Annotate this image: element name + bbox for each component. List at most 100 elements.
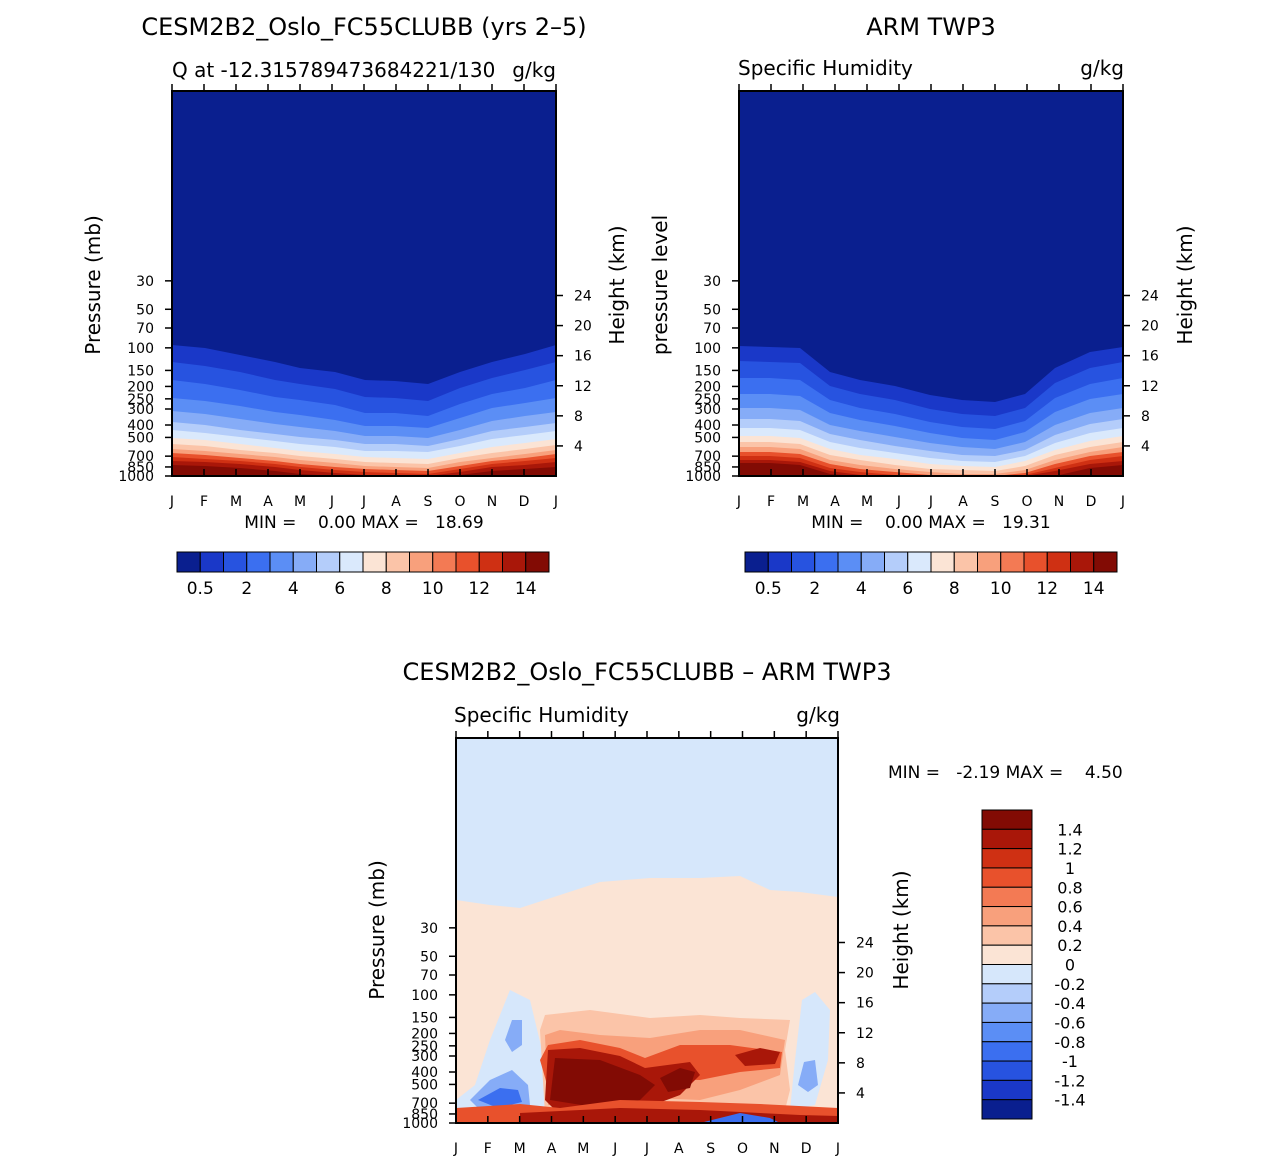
panel-a-ytick-label: 850	[127, 460, 154, 476]
panel-c-surface-neg	[700, 1113, 780, 1123]
panel-c-field	[456, 738, 838, 1123]
panel-c-xtick-label: N	[769, 1141, 779, 1157]
panel-c-cbar-label: 0.4	[1057, 917, 1082, 936]
panel-b-height-tick-label: 8	[1141, 409, 1150, 425]
panel-b-xtick-label: J	[736, 494, 741, 510]
panel-b-ytick-label: 70	[703, 321, 721, 337]
panel-b-cbar-box	[907, 551, 932, 573]
panel-a-cbar-box	[385, 551, 410, 573]
panel-a-height-tick-label: 24	[574, 289, 592, 305]
panel-c-xtick-label: M	[514, 1141, 526, 1157]
panel-c-pos-core-3	[735, 1048, 780, 1066]
panel-c-cbar-box	[981, 944, 1033, 965]
panel-b-cbar-box	[1046, 551, 1071, 573]
panel-c-ytick-label: 300	[411, 1049, 438, 1065]
panel-a-cbar-box	[292, 551, 317, 573]
panel-a-height-tick-label: 16	[574, 349, 592, 365]
panel-b-field	[739, 91, 1123, 476]
panel-a-height-tick-label: 8	[574, 409, 583, 425]
panel-b-minmax: MIN = 0.00 MAX = 19.31	[811, 513, 1050, 533]
panel-c-cbar-label: -0.8	[1054, 1033, 1085, 1052]
panel-a-ytick-label: 700	[127, 449, 154, 465]
panel-c-cbar-box	[981, 1041, 1033, 1062]
panel-b-xtick-label: J	[1120, 494, 1125, 510]
panel-a-cbar-box	[502, 551, 527, 573]
panel-b-cbar-label: 12	[1036, 579, 1058, 599]
panel-c-ytick-label: 200	[411, 1026, 438, 1042]
panel-c-xtick-label: M	[577, 1141, 589, 1157]
panel-b-ytick-label: 500	[694, 430, 721, 446]
panel-b-ytick-label: 200	[694, 379, 721, 395]
panel-b-ytick-label: 850	[694, 460, 721, 476]
panel-c-cbar-label: -1.4	[1054, 1091, 1085, 1110]
panel-a-ytick-label: 200	[127, 379, 154, 395]
panel-a-ytick-label: 150	[127, 363, 154, 379]
panel-model: CESM2B2_Oslo_FC55CLUBB (yrs 2–5) Q at -1…	[81, 13, 629, 599]
panel-c-ytick-label: 400	[411, 1065, 438, 1081]
panel-a-xtick-label: A	[391, 494, 401, 510]
panel-b-cbar-box	[977, 551, 1002, 573]
panel-b-ytick-label: 700	[694, 449, 721, 465]
panel-c-xtick-label: J	[453, 1141, 458, 1157]
panel-b-ytick-label: 300	[694, 402, 721, 418]
panel-b-xtick-label: A	[958, 494, 968, 510]
panel-c-axes: J F M A M J J A S O N D J 30 50 70 100 150200250300400500…	[402, 731, 874, 1157]
panel-a-cbar-box	[316, 551, 341, 573]
panel-c-ytick-label: 1000	[402, 1116, 438, 1132]
panel-c-height-tick-label: 4	[856, 1086, 865, 1102]
panel-c-title: CESM2B2_Oslo_FC55CLUBB – ARM TWP3	[403, 658, 892, 686]
panel-b-ytick-label: 100	[694, 341, 721, 357]
panel-c-cbar-box	[981, 828, 1033, 850]
panel-b-xtick-label: O	[1021, 494, 1032, 510]
panel-b-cbar-box	[1093, 551, 1118, 573]
panel-b-axes: J F M A M J J A S O N D J 30 50 70 100 150200250300400500…	[685, 84, 1159, 510]
panel-b-cbar-box	[860, 551, 885, 573]
panel-a-ytick-label: 70	[136, 321, 154, 337]
panel-c-ylabel: Pressure (mb)	[365, 860, 389, 1000]
panel-c-ytick-label: 50	[420, 949, 438, 965]
panel-c-neg-lobe-b	[505, 1020, 522, 1052]
panel-b-ylabel-right: Height (km)	[1173, 225, 1197, 344]
panel-b-height-tick-label: 20	[1141, 319, 1159, 335]
panel-c-cbar-label: 0	[1065, 956, 1075, 975]
panel-a-cbar-box	[455, 551, 480, 573]
panel-a-xtick-label: J	[329, 494, 334, 510]
panel-c-ylabel-right: Height (km)	[889, 870, 913, 989]
panel-b-cbar-label: 4	[856, 579, 867, 599]
panel-c-cbar-box	[981, 964, 1033, 985]
panel-a-xtick-label: D	[519, 494, 530, 510]
panel-observation: ARM TWP3 Specific Humidity g/kg J F M A M J J A…	[648, 13, 1197, 599]
panel-a-ylabel: Pressure (mb)	[81, 215, 105, 355]
panel-c-pos-core-1	[550, 1058, 655, 1108]
panel-c-cbar-label: -0.2	[1054, 975, 1085, 994]
panel-c-xtick-label: F	[484, 1141, 492, 1157]
panel-a-ytick-label: 1000	[118, 469, 154, 485]
panel-a-cbar-box	[246, 551, 271, 573]
panel-a-cbar-box	[525, 551, 550, 573]
panel-b-xtick-label: A	[830, 494, 840, 510]
panel-b-ytick-label: 400	[694, 418, 721, 434]
panel-c-xtick-label: J	[612, 1141, 617, 1157]
panel-a-xtick-label: J	[169, 494, 174, 510]
panel-a-cbar-label: 8	[381, 579, 392, 599]
panel-a-ylabel-right: Height (km)	[605, 225, 629, 344]
panel-b-title: ARM TWP3	[866, 13, 996, 41]
panel-b-xtick-label: F	[767, 494, 775, 510]
panel-c-cbar-label: 1	[1065, 859, 1075, 878]
panel-b-cbar-label: 10	[990, 579, 1012, 599]
panel-c-cbar-box	[981, 1060, 1033, 1081]
panel-a-title: CESM2B2_Oslo_FC55CLUBB (yrs 2–5)	[141, 13, 586, 41]
panel-c-ytick-label: 100	[411, 988, 438, 1004]
panel-b-xtick-label: J	[896, 494, 901, 510]
panel-c-xtick-label: O	[737, 1141, 748, 1157]
panel-a-xtick-label: F	[200, 494, 208, 510]
panel-a-cbar-label: 14	[515, 579, 537, 599]
panel-b-ylabel: pressure level	[648, 215, 672, 355]
panel-a-ytick-label: 300	[127, 402, 154, 418]
panel-c-cbar-box	[981, 983, 1033, 1004]
panel-b-xtick-label: N	[1054, 494, 1064, 510]
panel-b-level-14	[739, 463, 1123, 476]
panel-b-ytick-label: 50	[703, 302, 721, 318]
panel-b-cbar-label: 0.5	[755, 579, 782, 599]
panel-c-ytick-label: 250	[411, 1039, 438, 1055]
